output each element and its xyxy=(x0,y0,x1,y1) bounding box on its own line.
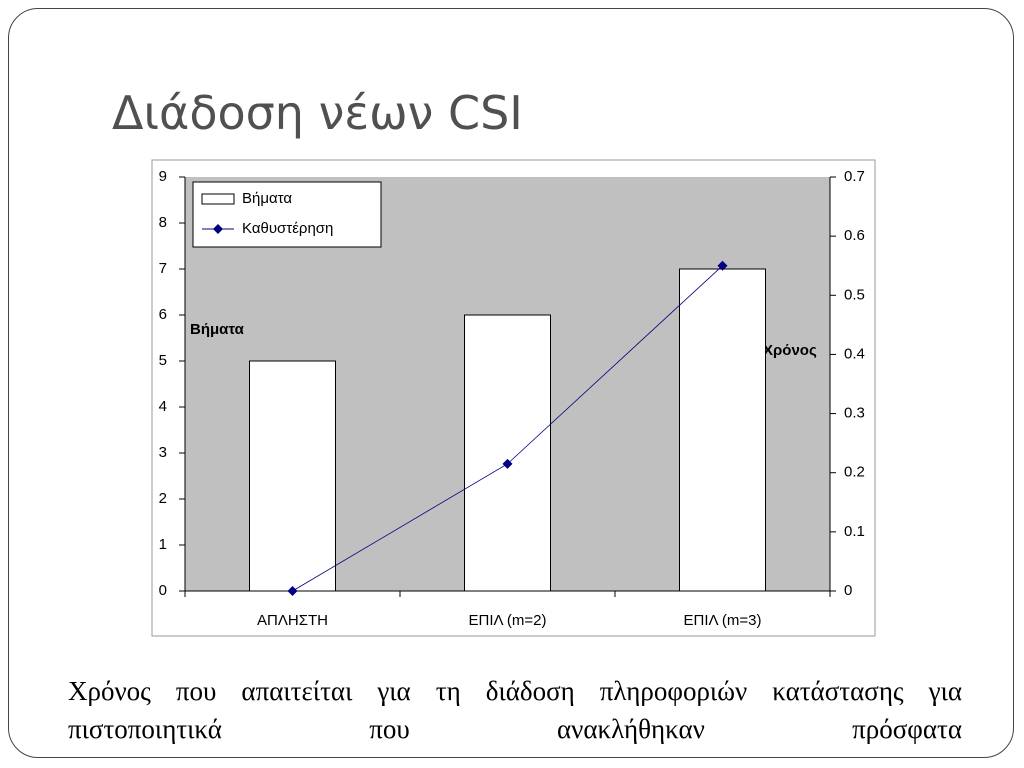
y2-tick-label: 0 xyxy=(844,582,852,599)
y-tick-label: 9 xyxy=(159,168,167,185)
y2-tick-label: 0.6 xyxy=(844,227,865,244)
y2-tick-label: 0.2 xyxy=(844,464,865,481)
y-tick-label: 8 xyxy=(159,214,167,231)
y2-axis-title: Χρόνος xyxy=(763,342,817,359)
y2-tick-label: 0.1 xyxy=(844,523,865,540)
legend xyxy=(192,181,382,248)
y-tick-label: 6 xyxy=(159,306,167,323)
marker xyxy=(717,260,728,271)
y-tick-label: 0 xyxy=(159,582,167,599)
marker xyxy=(502,458,513,469)
legend-label: Καθυστέρηση xyxy=(242,220,333,237)
y2-tick-label: 0.5 xyxy=(844,286,865,303)
slide-caption: Χρόνος που απαιτείται για τη διάδοση πλη… xyxy=(68,676,962,744)
legend-marker xyxy=(213,224,223,234)
x-tick-label: ΕΠΙΛ (m=2) xyxy=(469,612,547,629)
legend-label: Βήματα xyxy=(242,190,292,207)
y-tick-label: 5 xyxy=(159,352,167,369)
bar xyxy=(464,314,551,592)
y-tick-label: 3 xyxy=(159,444,167,461)
y-axis-title: Βήματα xyxy=(190,321,245,338)
legend-swatch xyxy=(201,193,235,205)
slide-frame xyxy=(8,8,1014,758)
x-tick-label: ΕΠΙΛ (m=3) xyxy=(684,612,762,629)
y-tick-label: 4 xyxy=(159,398,167,415)
slide-title: Διάδοση νέων CSI xyxy=(112,86,523,140)
bar xyxy=(249,360,336,592)
y2-tick-label: 0.4 xyxy=(844,345,865,362)
marker xyxy=(287,586,298,596)
y-tick-label: 7 xyxy=(159,260,167,277)
y-tick-label: 1 xyxy=(159,536,167,553)
x-tick-label: ΑΠΛΗΣΤΗ xyxy=(257,612,328,629)
y2-tick-label: 0.3 xyxy=(844,405,865,422)
bar xyxy=(679,268,766,592)
y2-tick-label: 0.7 xyxy=(844,168,865,185)
y-tick-label: 2 xyxy=(159,490,167,507)
